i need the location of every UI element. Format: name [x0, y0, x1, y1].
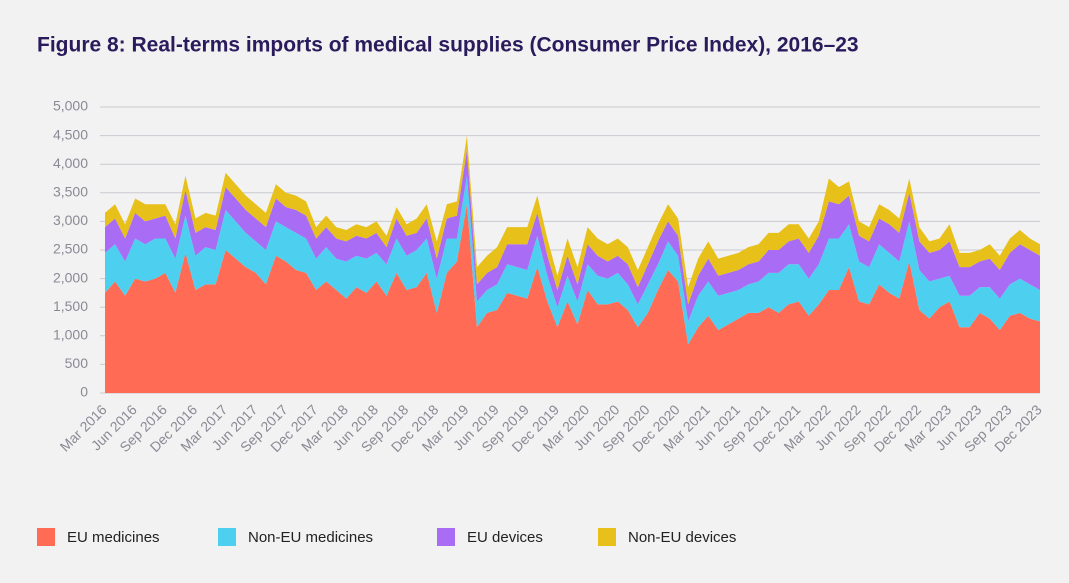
area	[105, 149, 1040, 322]
y-tick-label: 2,500	[53, 241, 88, 257]
y-tick-label: 1,000	[53, 327, 88, 343]
area	[105, 175, 1040, 345]
legend-label: EU medicines	[67, 529, 160, 546]
area	[105, 204, 1040, 393]
legend-label: EU devices	[467, 529, 543, 546]
y-tick-label: 2,000	[53, 269, 88, 285]
chart-title: Figure 8: Real-terms imports of medical …	[37, 34, 859, 57]
y-tick-label: 4,000	[53, 155, 88, 171]
y-tick-label: 500	[65, 355, 89, 371]
y-tick-label: 1,500	[53, 298, 88, 314]
y-tick-label: 5,000	[53, 98, 88, 114]
y-tick-label: 0	[80, 384, 88, 400]
legend-swatch	[598, 528, 616, 546]
legend-swatch	[218, 528, 236, 546]
legend-label: Non-EU medicines	[248, 529, 373, 546]
legend-swatch	[437, 528, 455, 546]
legend-label: Non-EU devices	[628, 529, 736, 546]
y-tick-label: 4,500	[53, 126, 88, 142]
y-tick-label: 3,000	[53, 212, 88, 228]
y-tick-label: 3,500	[53, 184, 88, 200]
legend-swatch	[37, 528, 55, 546]
